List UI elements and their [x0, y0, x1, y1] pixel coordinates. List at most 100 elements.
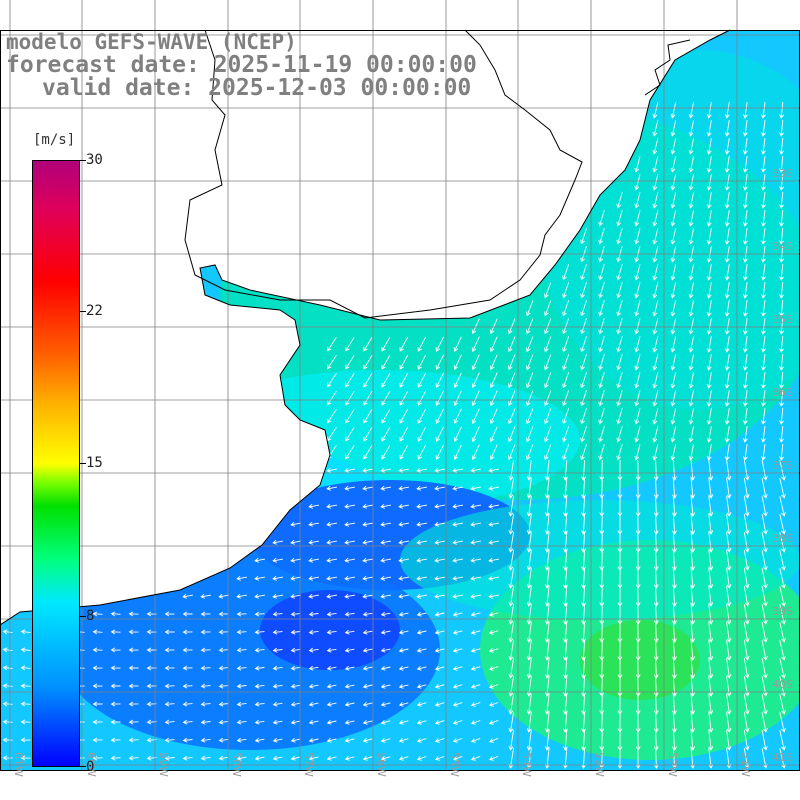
- wind-arrow-324: [706, 444, 712, 461]
- wind-arrow-113: [779, 281, 784, 299]
- wind-arrow-61: [760, 210, 766, 227]
- wind-arrow-143: [724, 318, 730, 335]
- wind-arrow-923: [290, 755, 301, 761]
- wind-arrow-181: [471, 354, 480, 371]
- wind-arrow-306: [381, 444, 391, 460]
- wind-arrow-54: [634, 210, 641, 227]
- wind-arrow-115: [544, 300, 552, 317]
- wind-arrow-193: [688, 354, 695, 371]
- wind-arrow-211: [544, 372, 552, 389]
- wind-arrow-746: [272, 683, 283, 689]
- lat-label-4: 37S: [772, 459, 793, 472]
- wind-arrow-20: [724, 138, 730, 155]
- wind-arrow-416: [434, 521, 445, 527]
- wind-arrow-771: [726, 676, 732, 697]
- wind-arrow-720: [599, 657, 605, 679]
- wind-arrow-311: [471, 444, 480, 461]
- wind-arrow-495: [236, 575, 247, 581]
- wind-arrow-697: [182, 665, 193, 671]
- wind-arrow-594: [708, 604, 714, 625]
- wind-arrow-598: [779, 604, 786, 625]
- wind-arrow-623: [434, 629, 445, 635]
- wind-arrow-204: [417, 372, 427, 388]
- wind-arrow-648: [92, 647, 103, 653]
- lon-label-3: 58W: [230, 752, 243, 777]
- wind-arrow-396: [581, 495, 587, 517]
- wind-arrow-429: [672, 513, 677, 535]
- wind-arrow-462: [743, 532, 750, 553]
- speed-patch-east: [400, 500, 800, 620]
- wind-arrow-499: [308, 575, 319, 581]
- wind-arrow-285: [471, 426, 480, 443]
- wind-arrow-119: [616, 300, 623, 317]
- wind-arrow-830: [200, 719, 211, 725]
- wind-arrow-94: [688, 264, 695, 281]
- wind-arrow-659: [290, 647, 301, 653]
- wind-arrow-745: [254, 683, 265, 689]
- wind-arrow-110: [724, 282, 730, 299]
- wind-arrow-231: [435, 390, 445, 406]
- lat-lon-grid: [0, 0, 800, 771]
- wind-arrow-797: [398, 701, 409, 707]
- wind-arrow-88: [580, 264, 587, 281]
- wind-arrow-218: [670, 372, 677, 389]
- wind-arrow-28: [706, 156, 712, 173]
- wind-arrow-556: [726, 586, 732, 607]
- wind-arrow-538: [398, 593, 409, 599]
- model-title: modelo GEFS-WAVE (NCEP): [6, 30, 297, 54]
- wind-arrow-176: [381, 354, 391, 370]
- wind-arrow-321: [652, 444, 659, 461]
- wind-arrow-583: [508, 604, 515, 625]
- wind-arrow-50: [760, 192, 766, 209]
- wind-arrow-472: [380, 557, 391, 563]
- wind-arrow-658: [272, 647, 283, 653]
- wind-arrow-876: [236, 737, 247, 743]
- wind-arrow-389: [452, 503, 463, 509]
- wind-arrow-23: [779, 137, 784, 155]
- wind-arrow-501: [344, 575, 355, 581]
- wind-arrow-157: [507, 336, 516, 353]
- wind-arrow-381: [308, 503, 319, 509]
- wind-arrow-322: [670, 444, 677, 461]
- wind-arrow-191: [652, 354, 659, 371]
- wind-arrow-118: [598, 300, 605, 317]
- wind-arrow-476: [452, 557, 463, 563]
- wind-arrow-666: [416, 647, 427, 653]
- wind-arrow-860: [743, 712, 750, 733]
- wind-arrow-374: [672, 477, 677, 499]
- wind-arrow-498: [290, 575, 301, 581]
- wind-arrow-890: [488, 737, 499, 743]
- wind-arrow-43: [634, 192, 641, 209]
- wind-arrow-609: [182, 629, 193, 635]
- lagoon-path: [644, 39, 691, 96]
- wind-arrow-655: [218, 647, 229, 653]
- wind-arrow-877: [254, 737, 265, 743]
- wind-arrow-717: [544, 658, 550, 679]
- wind-arrow-747: [290, 683, 301, 689]
- wind-arrow-53: [616, 210, 623, 227]
- wind-arrow-621: [398, 629, 409, 635]
- wind-arrow-907: [2, 755, 13, 761]
- wind-arrow-117: [580, 300, 587, 317]
- wind-arrow-878: [272, 737, 283, 743]
- wind-arrow-251: [327, 409, 337, 424]
- wind-arrow-378: [743, 478, 750, 499]
- wind-arrow-402: [690, 495, 696, 517]
- wind-arrow-210: [525, 372, 534, 389]
- wind-arrow-615: [290, 629, 301, 635]
- wind-arrow-750: [344, 683, 355, 689]
- wind-arrow-300: [742, 426, 748, 443]
- wind-arrow-350: [708, 460, 714, 481]
- wind-arrow-800: [452, 702, 463, 707]
- wind-arrow-259: [471, 408, 480, 425]
- wind-arrow-96: [724, 264, 730, 281]
- wind-arrow-307: [399, 444, 409, 460]
- lat-label-3: 36S: [772, 386, 793, 399]
- wind-arrow-45: [670, 192, 677, 209]
- wind-arrow-732: [20, 683, 31, 689]
- wind-arrow-927: [362, 755, 373, 761]
- wind-arrow-170: [742, 336, 748, 353]
- wind-arrow-610: [200, 629, 211, 635]
- wind-arrow-549: [599, 585, 605, 607]
- wind-arrow-172: [779, 335, 784, 353]
